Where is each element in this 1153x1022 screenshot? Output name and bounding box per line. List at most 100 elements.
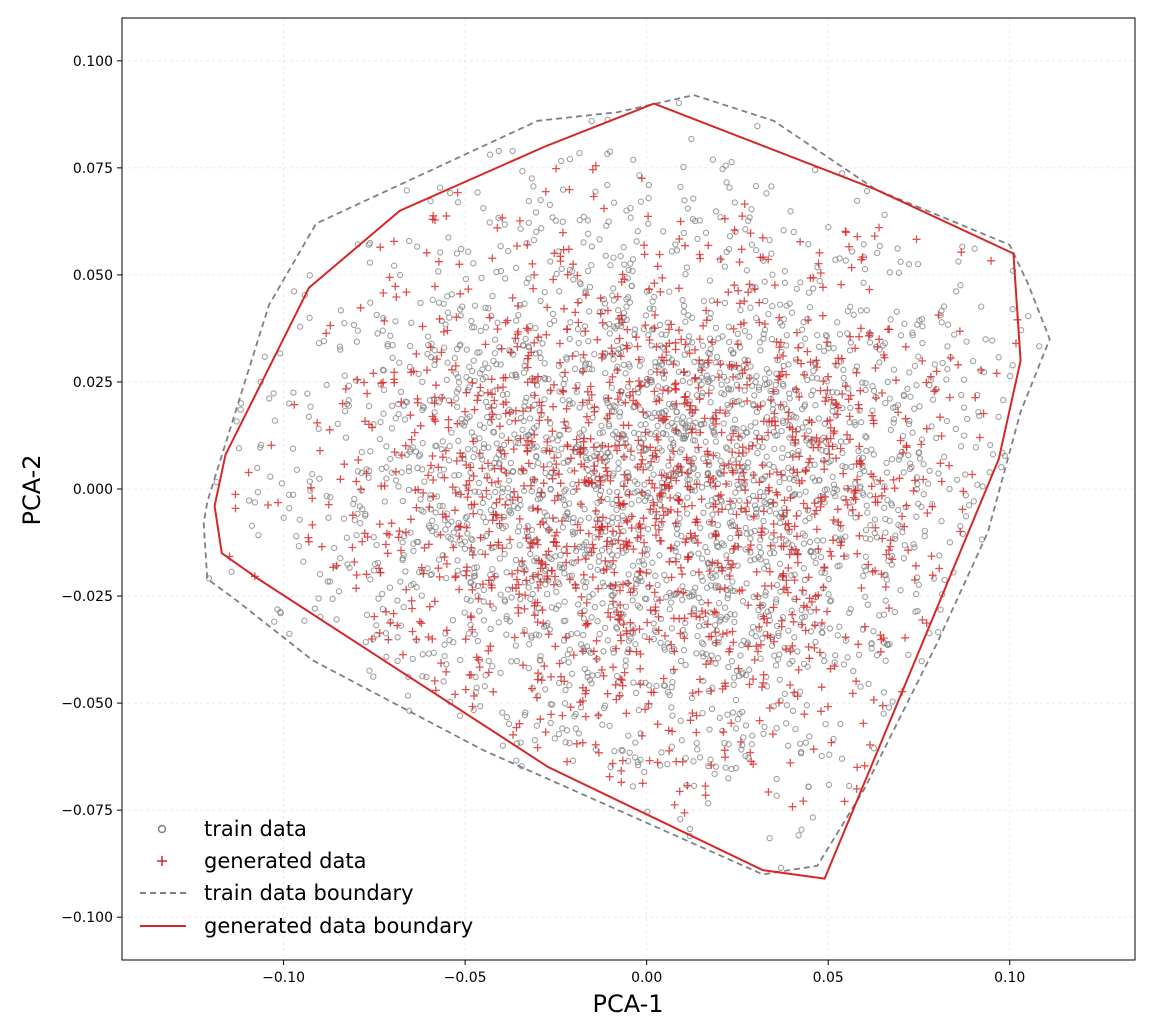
generated-point (743, 380, 752, 389)
generated-point (440, 473, 449, 482)
generated-point (594, 711, 603, 720)
generated-point (622, 341, 631, 350)
train-point (822, 720, 829, 728)
generated-point (764, 428, 773, 437)
generated-point (485, 576, 493, 585)
train-point (440, 466, 447, 473)
generated-point (553, 491, 562, 500)
train-point (528, 488, 535, 495)
train-point (894, 245, 901, 252)
train-point (549, 310, 557, 318)
train-point (373, 541, 380, 549)
train-point (714, 542, 721, 550)
train-point (633, 238, 640, 245)
generated-point (617, 311, 626, 320)
train-point (541, 567, 549, 575)
train-point (881, 340, 889, 347)
generated-point (777, 470, 786, 479)
generated-point (846, 391, 855, 400)
generated-point (784, 564, 793, 572)
generated-point (325, 425, 334, 434)
train-point (454, 199, 462, 206)
train-point (568, 670, 576, 677)
train-point (503, 714, 511, 721)
train-point (591, 351, 598, 358)
train-point (779, 614, 787, 621)
generated-point (556, 252, 565, 261)
generated-point (587, 548, 596, 557)
train-point (547, 719, 554, 727)
generated-point (652, 452, 661, 461)
train-point (235, 445, 243, 452)
train-point (654, 581, 661, 589)
train-point (620, 361, 627, 368)
train-point (899, 529, 906, 536)
train-point (842, 533, 849, 540)
generated-point (856, 386, 865, 395)
generated-point (549, 580, 558, 589)
generated-point (937, 477, 946, 486)
generated-point (481, 550, 490, 559)
generated-point (651, 446, 660, 455)
generated-point (936, 413, 945, 422)
train-point (533, 453, 540, 460)
train-point (819, 629, 826, 637)
train-point (643, 551, 651, 558)
generated-point (434, 564, 443, 573)
generated-point (353, 375, 362, 384)
train-point (715, 599, 723, 607)
train-point (392, 318, 399, 325)
generated-point (609, 597, 617, 606)
train-point (296, 516, 303, 523)
train-point (523, 394, 530, 402)
train-point (864, 509, 871, 516)
train-point (860, 241, 867, 248)
generated-point (686, 529, 695, 538)
train-point (685, 428, 692, 435)
generated-point (402, 288, 411, 297)
train-point (500, 441, 508, 449)
generated-point (695, 613, 704, 622)
generated-point (697, 495, 706, 504)
generated-point (604, 394, 613, 403)
train-point (742, 752, 749, 760)
train-point (775, 629, 782, 637)
train-point (857, 307, 864, 314)
generated-point (610, 568, 619, 577)
train-point (631, 478, 639, 485)
train-point (780, 315, 787, 323)
generated-point (462, 523, 471, 532)
train-point (470, 581, 478, 589)
train-point (571, 713, 578, 720)
generated-point (550, 453, 559, 462)
generated-point (605, 409, 614, 418)
generated-point (919, 475, 928, 484)
generated-point (572, 485, 581, 493)
generated-point (489, 510, 498, 519)
train-point (880, 710, 887, 717)
train-point (712, 324, 720, 332)
generated-point (541, 560, 550, 569)
train-point (825, 224, 832, 231)
train-point (471, 569, 478, 577)
generated-point (495, 495, 504, 503)
generated-point (724, 556, 732, 565)
train-point (636, 444, 643, 451)
train-point (686, 484, 693, 491)
generated-point (711, 628, 720, 637)
generated-point (843, 484, 852, 493)
train-point (395, 483, 402, 490)
train-point (645, 331, 652, 339)
train-point (491, 350, 498, 357)
train-point (445, 457, 453, 464)
generated-point (603, 689, 612, 698)
generated-point (793, 550, 802, 559)
train-point (725, 775, 732, 782)
train-point (622, 370, 629, 377)
train-point (861, 266, 869, 273)
train-point (776, 676, 783, 683)
generated-point (937, 432, 946, 440)
generated-point (935, 564, 944, 573)
train-point (766, 369, 773, 376)
generated-point (650, 588, 659, 597)
